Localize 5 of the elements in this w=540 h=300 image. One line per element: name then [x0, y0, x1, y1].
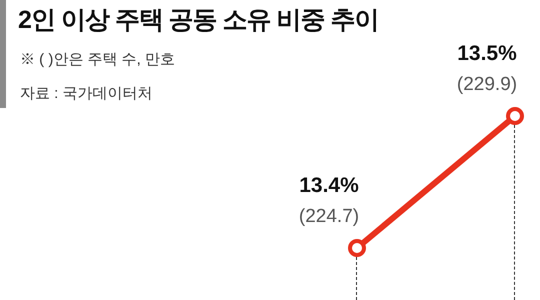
text: ※ ( )안은 주택 수, 만호: [20, 50, 175, 69]
chart-title: 2인 이상 주택 공동 소유 비중 추이: [18, 5, 379, 36]
data-label: 13.5% (229.9): [456, 42, 518, 95]
data-label: 13.4% (224.7): [298, 174, 360, 227]
text: 자료 : 국가데이터처: [20, 84, 153, 103]
